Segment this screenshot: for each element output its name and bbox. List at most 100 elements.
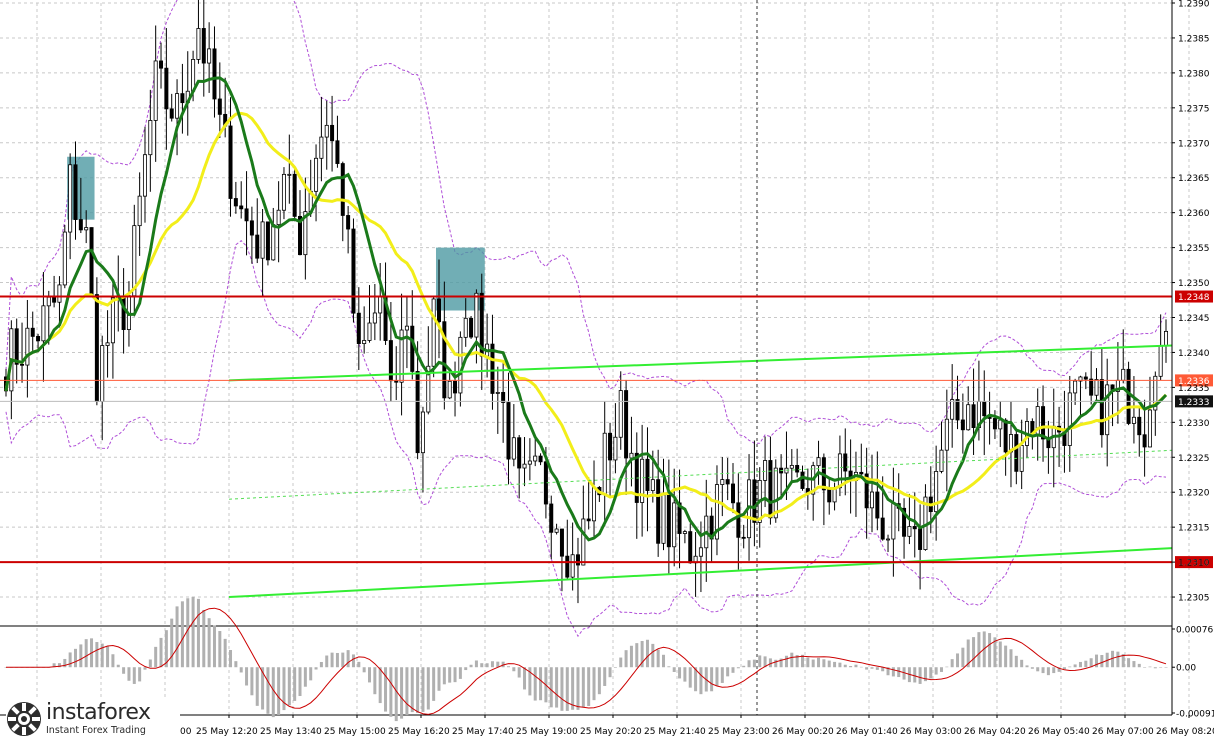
oscillator-bar bbox=[437, 667, 441, 691]
oscillator-bar bbox=[672, 667, 676, 672]
y-tick-label: 1.2315 bbox=[1178, 524, 1210, 534]
oscillator-bar bbox=[394, 667, 398, 722]
candle-body bbox=[575, 554, 580, 566]
oscillator-bar bbox=[576, 667, 580, 710]
candle-body bbox=[164, 67, 169, 110]
oscillator-bar bbox=[212, 625, 216, 668]
candle-body bbox=[1153, 375, 1158, 411]
candle-body bbox=[1105, 384, 1110, 436]
oscillator-bar bbox=[1153, 667, 1157, 669]
y-tick-label: 1.2310 bbox=[1178, 559, 1210, 569]
candle-body bbox=[934, 471, 939, 513]
oscillator-bar bbox=[886, 667, 890, 676]
oscillator-bar bbox=[132, 667, 136, 684]
oscillator-bar bbox=[490, 661, 494, 668]
candle-body bbox=[180, 93, 185, 104]
y-tick-label: 1.2360 bbox=[1178, 209, 1210, 219]
oscillator-bar bbox=[63, 658, 67, 668]
oscillator-bar bbox=[373, 667, 377, 695]
candle-body bbox=[1142, 434, 1147, 448]
oscillator-bar bbox=[1073, 664, 1077, 668]
candle-body bbox=[522, 463, 527, 469]
candle-body bbox=[939, 449, 944, 472]
oscillator-bar bbox=[346, 650, 350, 668]
candle-body bbox=[971, 404, 976, 429]
candle-body bbox=[89, 227, 94, 295]
candle-body bbox=[1089, 378, 1094, 396]
y-tick-label: 1.2325 bbox=[1178, 454, 1210, 464]
oscillator-bar bbox=[1164, 667, 1168, 668]
candle-body bbox=[1137, 416, 1142, 436]
price-level-badge bbox=[1175, 395, 1213, 408]
oscillator-bar bbox=[758, 655, 762, 668]
oscillator-bar bbox=[229, 650, 233, 668]
oscillator-bar bbox=[784, 655, 788, 668]
oscillator-signal-line bbox=[6, 607, 1167, 715]
candle-body bbox=[944, 418, 949, 451]
candle-body bbox=[458, 336, 463, 394]
oscillator-bar bbox=[699, 667, 703, 695]
x-tick-label: 26 May 05:40 bbox=[1028, 727, 1090, 737]
candle-body bbox=[559, 528, 564, 557]
oscillator-bar bbox=[298, 667, 302, 697]
candle-body bbox=[137, 195, 142, 227]
candle-body bbox=[110, 297, 115, 344]
candle-body bbox=[565, 555, 570, 578]
candle-body bbox=[875, 491, 880, 519]
x-tick-label: 25 May 16:20 bbox=[388, 727, 450, 737]
candle-body bbox=[517, 437, 522, 469]
candle-body bbox=[228, 125, 233, 199]
oscillator-bar bbox=[619, 657, 623, 668]
oscillator-bar bbox=[667, 666, 671, 668]
oscillator-bar bbox=[282, 667, 286, 711]
oscillator-bar bbox=[106, 646, 110, 668]
oscillator-bar bbox=[902, 667, 906, 680]
oscillator-bar bbox=[918, 667, 922, 684]
oscillator-bar bbox=[843, 664, 847, 668]
x-tick-label: 26 May 01:40 bbox=[836, 727, 898, 737]
price-level-badge-text: 1.2310 bbox=[1178, 559, 1210, 569]
oscillator-bar bbox=[218, 631, 222, 668]
oscillator-bar bbox=[464, 667, 468, 671]
oscillator-bar bbox=[533, 667, 537, 701]
candle-body bbox=[142, 154, 147, 197]
oscillator-bar bbox=[458, 667, 462, 679]
oscillator-bar bbox=[405, 667, 409, 716]
candle-body bbox=[68, 164, 73, 233]
candle-body bbox=[426, 365, 431, 413]
oscillator-bar bbox=[400, 667, 404, 719]
candle-body bbox=[912, 526, 917, 530]
oscillator-bar bbox=[138, 667, 142, 682]
candle-body bbox=[271, 224, 276, 261]
candle-body bbox=[495, 392, 500, 394]
candle-body bbox=[372, 312, 377, 324]
oscillator-bar bbox=[421, 667, 425, 712]
brand-tagline: Instant Forex Trading bbox=[46, 725, 146, 737]
oscillator-bar bbox=[111, 654, 115, 668]
candle-body bbox=[602, 432, 607, 496]
oscillator-bar bbox=[1159, 667, 1163, 668]
y-tick-label: 1.2330 bbox=[1178, 419, 1210, 429]
oscillator-bar bbox=[662, 654, 666, 668]
oscillator-bar bbox=[972, 637, 976, 668]
candle-body bbox=[463, 317, 468, 338]
candle-body bbox=[768, 460, 773, 519]
oscillator-bar bbox=[1041, 667, 1045, 674]
oscillator-bar bbox=[357, 661, 361, 668]
oscillator-bar bbox=[881, 667, 885, 672]
candle-body bbox=[581, 518, 586, 566]
oscillator-bar bbox=[795, 655, 799, 668]
oscillator-bar bbox=[1036, 667, 1040, 672]
candle-body bbox=[714, 484, 719, 540]
candle-body bbox=[618, 390, 623, 438]
candle-body bbox=[682, 531, 687, 534]
oscillator-bar bbox=[1095, 654, 1099, 668]
oscillator-bar bbox=[587, 667, 591, 707]
oscillator-bar bbox=[1009, 649, 1013, 668]
oscillator-bar bbox=[426, 667, 430, 710]
candle-body bbox=[1067, 392, 1072, 446]
oscillator-bar bbox=[1121, 654, 1125, 668]
candle-body bbox=[891, 503, 896, 540]
candle-body bbox=[436, 298, 441, 323]
oscillator-bar bbox=[555, 667, 559, 708]
